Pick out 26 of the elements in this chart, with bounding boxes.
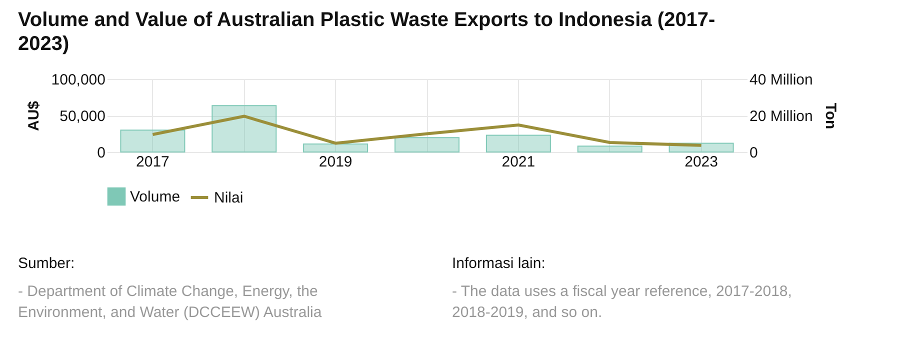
y-axis-title: AU$ <box>25 100 42 132</box>
y2-tick-label: 20 Million <box>750 108 813 125</box>
text: Sumber: <box>18 254 76 274</box>
x-tick-label: 2017 <box>136 154 170 170</box>
y2-axis-title: Ton <box>822 102 839 130</box>
line-series <box>151 114 703 147</box>
x-tick-label: 2021 <box>502 154 536 170</box>
bar <box>577 146 642 152</box>
x-tick-label: 2023 <box>684 154 718 170</box>
y-tick-label: 50,000 <box>60 108 106 125</box>
text: - Department of Climate Change, Energy, the Environment, and Water (DCCEEW) Australia <box>18 282 323 323</box>
y-tick-label: 100,000 <box>51 72 106 88</box>
chart-title: Volume and Value of Australian Plastic Waste Exports to Indonesia (2017-2023) <box>18 8 716 56</box>
y2-tick-label: 40 Million <box>750 72 813 88</box>
text: Informasi lain: <box>452 254 546 274</box>
bar <box>394 137 460 152</box>
legend-label: Volume <box>130 188 180 206</box>
bar <box>212 105 277 152</box>
bar <box>303 143 368 152</box>
y2-tick-label: 0 <box>750 144 758 162</box>
text: - The data uses a fiscal year reference, 2017-2018, 2018-2019, and so on. <box>452 282 792 323</box>
legend-label: Nilai <box>214 190 244 206</box>
y-tick-label: 0 <box>97 144 106 162</box>
bar <box>120 130 186 152</box>
bar <box>486 134 551 152</box>
x-tick-label: 2019 <box>318 154 352 170</box>
